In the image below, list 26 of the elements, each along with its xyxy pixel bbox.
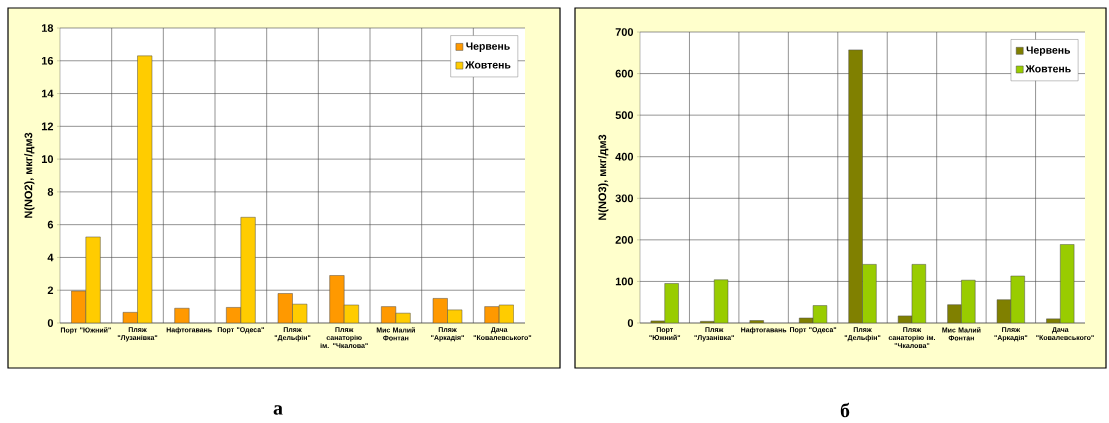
y-axis-title: N(NO2), мкг/дм3: [24, 132, 35, 218]
y-tick-label: 0: [47, 319, 54, 327]
y-tick-label: 100: [615, 277, 634, 286]
legend-label: Жовтень: [465, 61, 511, 69]
y-tick-label: 16: [41, 56, 54, 65]
legend-label: Червень: [1026, 46, 1071, 56]
y-tick-label: 12: [41, 122, 54, 131]
y-tick-label: 700: [615, 28, 634, 36]
y-tick-label: 4: [47, 253, 54, 262]
legend-label: Жовтень: [1025, 65, 1071, 73]
y-tick-label: 200: [615, 235, 634, 244]
y-tick-label: 10: [41, 155, 54, 163]
y-tick-label: 400: [615, 152, 634, 161]
y-tick-label: 0: [627, 319, 634, 327]
y-tick-label: 8: [47, 188, 54, 196]
y-tick-label: 18: [41, 24, 54, 32]
y-tick-label: 2: [47, 286, 54, 295]
y-axis-title: N(NO3), мкг/дм3: [598, 134, 609, 220]
y-tick-label: 300: [615, 194, 634, 203]
y-tick-label: 6: [47, 220, 54, 229]
y-tick-label: 500: [615, 111, 634, 120]
y-tick-label: 600: [615, 69, 634, 78]
text: а: [273, 405, 283, 415]
legend-label: Червень: [466, 42, 510, 52]
text: б: [840, 402, 850, 418]
y-tick-label: 14: [41, 89, 54, 98]
